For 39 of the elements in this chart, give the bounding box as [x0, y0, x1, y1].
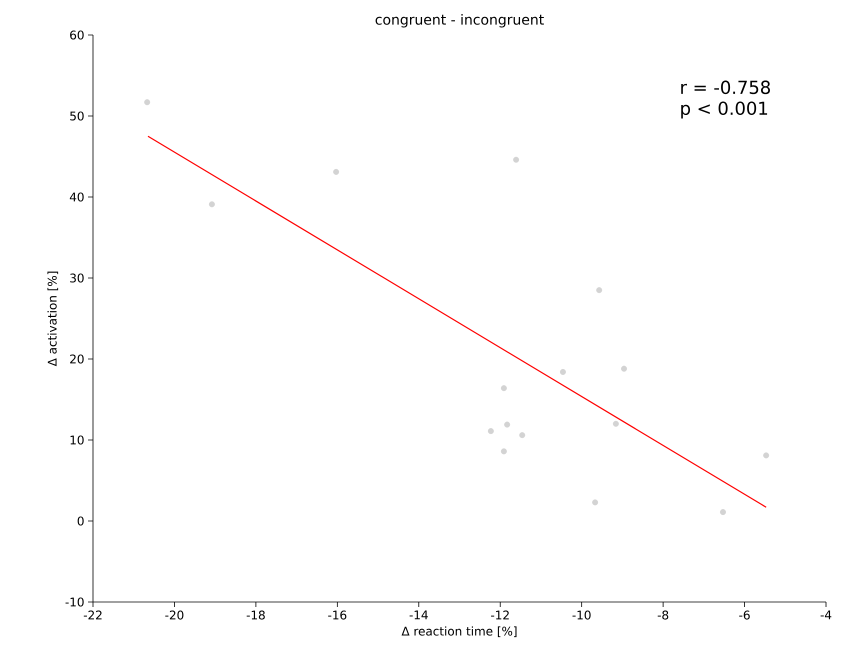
x-tick-label: -4 [820, 610, 832, 620]
point [500, 448, 507, 454]
point [596, 287, 602, 294]
point [519, 432, 526, 438]
y-tick-label: 10 [70, 435, 84, 445]
point [333, 168, 340, 175]
point [208, 201, 215, 208]
point [720, 509, 726, 516]
y-axis-title: Δ activation [%] [47, 272, 58, 366]
point [763, 452, 770, 458]
y-tick-label: 30 [70, 273, 84, 283]
x-tick-label: -6 [739, 610, 750, 620]
annotation: p < 0.001 [681, 101, 768, 119]
x-axis-title: Δ reaction time [%] [402, 626, 517, 638]
point [560, 368, 566, 375]
y-tick-label: 0 [78, 516, 84, 526]
y-tick-label: 50 [70, 111, 84, 121]
y-tick-label: 20 [70, 354, 84, 364]
point [504, 422, 510, 428]
x-tick-label: -8 [658, 610, 668, 620]
point [513, 156, 520, 163]
y-tick-label: 60 [70, 30, 84, 40]
x-tick-label: -12 [491, 610, 509, 620]
x-tick-label: -18 [246, 610, 265, 620]
y-tick-label: 40 [70, 192, 84, 202]
x-tick-label: -10 [572, 610, 591, 620]
annotation: r = -0.758 [681, 80, 770, 94]
x-tick-label: -14 [410, 610, 428, 620]
point [612, 420, 619, 427]
point [592, 499, 598, 506]
point [621, 366, 628, 372]
point [144, 99, 150, 106]
point [488, 428, 494, 434]
x-tick-label: -20 [165, 610, 184, 620]
chart-title: congruent - incongruent [376, 14, 544, 28]
point [500, 385, 507, 392]
y-tick-label: -10 [66, 597, 84, 607]
x-tick-label: -22 [84, 610, 102, 620]
x-tick-label: -16 [328, 610, 346, 620]
